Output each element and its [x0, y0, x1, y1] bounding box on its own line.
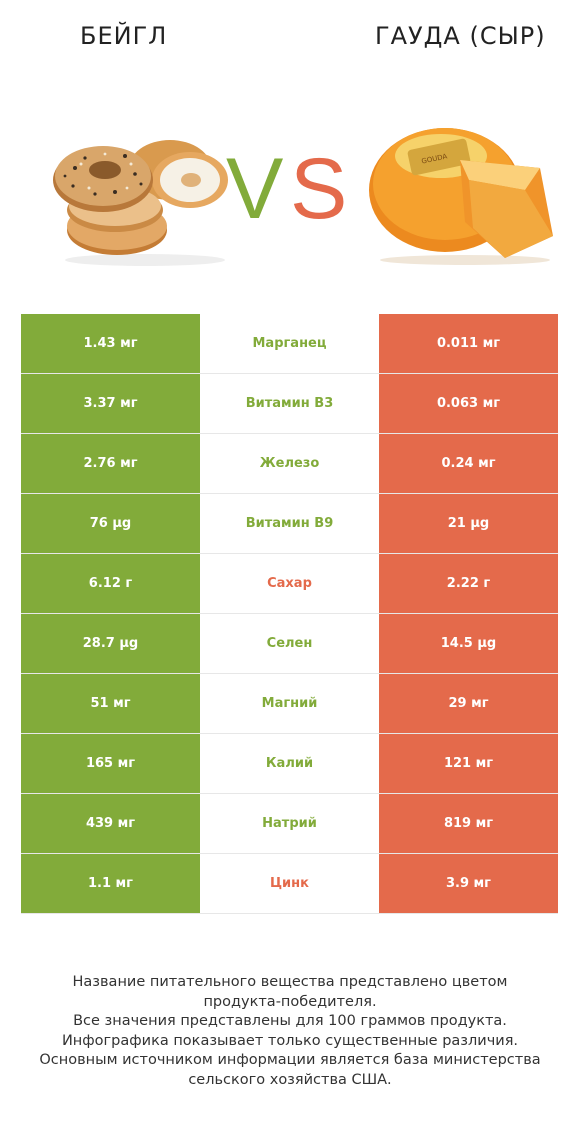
left-value: 3.37 мг [21, 374, 200, 433]
footer-line: Все значения представлены для 100 граммо… [73, 1013, 507, 1029]
right-value: 121 мг [379, 734, 558, 793]
comparison-table: 1.43 мг Марганец 0.011 мг 3.37 мг Витамин B3… [21, 314, 558, 914]
nutrient-name: Калий [200, 734, 379, 793]
table-row: 3.37 мг Витамин B3 0.063 мг [21, 374, 558, 434]
nutrient-name: Натрий [200, 794, 379, 853]
footer-line: Основным источником информации является … [39, 1052, 541, 1068]
nutrient-name: Магний [200, 674, 379, 733]
footer-line: сельского хозяйства США. [188, 1071, 392, 1088]
right-value: 0.063 мг [379, 374, 558, 433]
table-row: 2.76 мг Железо 0.24 мг [21, 434, 558, 494]
right-value: 21 µg [379, 494, 558, 553]
right-value: 0.011 мг [379, 314, 558, 373]
footer-line: Название питательного вещества представл… [72, 974, 508, 990]
versus-mark: V S [226, 141, 347, 236]
right-value: 3.9 мг [379, 854, 558, 913]
left-value: 1.1 мг [21, 854, 200, 913]
bagel-image [53, 140, 228, 266]
nutrient-name: Витамин B9 [200, 494, 379, 553]
left-value: 1.43 мг [21, 314, 200, 373]
table-row: 165 мг Калий 121 мг [21, 734, 558, 794]
table-row: 76 µg Витамин B9 21 µg [21, 494, 558, 554]
right-value: 14.5 µg [379, 614, 558, 673]
vs-letter-s: S [290, 141, 347, 236]
table-row: 1.1 мг Цинк 3.9 мг [21, 854, 558, 914]
right-value: 2.22 г [379, 554, 558, 613]
nutrient-name: Селен [200, 614, 379, 673]
gouda-cheese-image: GOUDA [369, 128, 553, 265]
table-row: 1.43 мг Марганец 0.011 мг [21, 314, 558, 374]
nutrient-name: Витамин B3 [200, 374, 379, 433]
nutrient-name: Железо [200, 434, 379, 493]
vs-letter-v: V [226, 141, 283, 236]
right-food-title: ГАУДА (СЫР) [375, 22, 546, 50]
left-value: 76 µg [21, 494, 200, 553]
left-value: 439 мг [21, 794, 200, 853]
nutrient-name: Цинк [200, 854, 379, 913]
table-row: 51 мг Магний 29 мг [21, 674, 558, 734]
right-value: 819 мг [379, 794, 558, 853]
nutrient-name: Марганец [200, 314, 379, 373]
right-value: 29 мг [379, 674, 558, 733]
table-row: 439 мг Натрий 819 мг [21, 794, 558, 854]
left-value: 51 мг [21, 674, 200, 733]
table-row: 28.7 µg Селен 14.5 µg [21, 614, 558, 674]
left-value: 28.7 µg [21, 614, 200, 673]
left-value: 165 мг [21, 734, 200, 793]
table-row: 6.12 г Сахар 2.22 г [21, 554, 558, 614]
left-value: 2.76 мг [21, 434, 200, 493]
footer-line: Инфографика показывает только существенн… [61, 1032, 519, 1049]
right-value: 0.24 мг [379, 434, 558, 493]
left-value: 6.12 г [21, 554, 200, 613]
footer-notes: Название питательного вещества представл… [20, 973, 560, 1090]
footer-line: продукта-победителя. [203, 993, 377, 1010]
left-food-title: БЕЙГЛ [80, 22, 168, 50]
nutrient-name: Сахар [200, 554, 379, 613]
